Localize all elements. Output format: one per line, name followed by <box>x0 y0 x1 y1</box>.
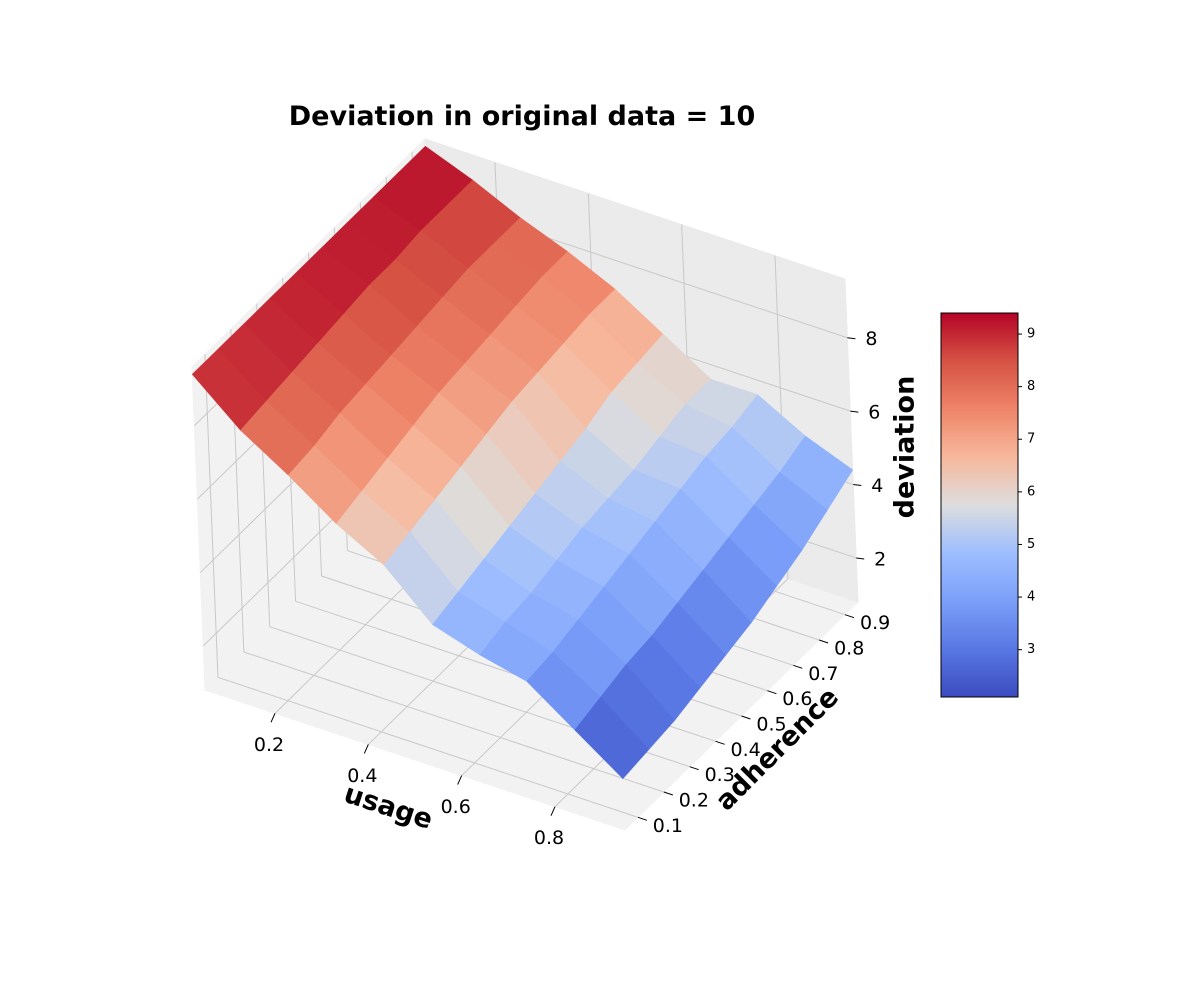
x-tick-mark <box>550 806 556 816</box>
colorbar: 3 4 5 6 7 8 9 <box>940 312 1035 698</box>
x-tick-label: 0.4 <box>347 765 377 787</box>
y-tick-mark <box>767 690 777 695</box>
z-tick-mark <box>856 557 865 560</box>
grid-line <box>204 354 219 678</box>
y-tick-label: 0.2 <box>679 790 709 812</box>
z-tick-mark <box>850 410 859 413</box>
x-tick-mark <box>270 713 276 723</box>
z-tick-label: 2 <box>874 549 886 571</box>
z-tick-label: 8 <box>865 328 877 350</box>
z-tick-mark <box>847 337 856 340</box>
y-tick-mark <box>637 816 648 821</box>
surface-plot <box>191 145 854 780</box>
y-tick-label: 0.3 <box>705 764 735 786</box>
y-tick-label: 0.4 <box>730 739 760 761</box>
x-tick-label: 0.2 <box>254 734 284 756</box>
y-tick-label: 0.9 <box>860 612 890 634</box>
x-tick-mark <box>457 775 463 785</box>
x-tick-label: 0.8 <box>534 827 564 849</box>
y-tick-mark <box>819 639 829 644</box>
y-tick-label: 0.7 <box>808 663 838 685</box>
y-tick-mark <box>741 715 751 720</box>
colorbar-tick-label: 7 <box>1027 432 1035 447</box>
x-axis-label: usage <box>340 778 436 836</box>
z-axis-label: deviation <box>890 376 921 519</box>
surface-patch <box>574 696 650 780</box>
colorbar-tick-label: 9 <box>1027 327 1035 342</box>
y-tick-mark <box>844 614 855 619</box>
y-tick-mark <box>715 740 725 745</box>
y-tick-label: 0.1 <box>653 815 683 837</box>
colorbar-tick-label: 8 <box>1027 379 1035 394</box>
colorbar-tick-label: 6 <box>1027 484 1035 499</box>
y-tick-label: 0.6 <box>782 688 812 710</box>
z-tick-mark <box>853 484 862 487</box>
z-tick-label: 4 <box>871 475 883 497</box>
x-tick-mark <box>363 744 369 754</box>
y-tick-mark <box>689 766 699 771</box>
chart-title: Deviation in original data = 10 <box>289 101 755 132</box>
y-tick-label: 0.5 <box>756 714 786 736</box>
y-tick-mark <box>793 664 803 669</box>
grid-line <box>243 651 664 793</box>
z-tick-label: 6 <box>868 402 880 424</box>
colorbar-tick-label: 5 <box>1027 537 1035 552</box>
y-tick-label: 0.8 <box>834 638 864 660</box>
grid-line <box>217 676 639 818</box>
colorbar-tick-label: 4 <box>1027 590 1035 605</box>
axis-ticks: 0.2 0.4 0.6 0.8 0.1 0.2 0.3 0.4 0.5 0.6 0.7 0.8 0.9 2… <box>254 328 890 849</box>
colorbar-gradient <box>940 312 1019 698</box>
y-tick-mark <box>663 791 673 796</box>
colorbar-tick-label: 3 <box>1027 642 1035 657</box>
x-tick-label: 0.6 <box>441 796 471 818</box>
